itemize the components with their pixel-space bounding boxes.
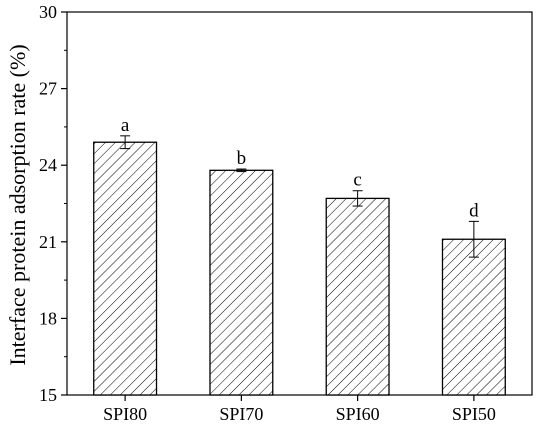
bar-spi60 [325,197,390,396]
x-axis: SPI80 SPI70 SPI60 SPI50 [103,395,496,424]
bar-spi50 [441,238,506,396]
x-tick-label: SPI70 [219,404,263,424]
y-tick-label: 27 [39,79,57,99]
bar-spi80 [93,141,158,396]
y-tick-label: 15 [39,385,57,405]
x-tick-label: SPI50 [452,404,496,424]
y-tick-label: 30 [39,2,57,22]
y-axis-title: Interface protein adsorption rate (%) [5,44,30,365]
y-tick-label: 24 [39,155,57,175]
x-tick-label: SPI80 [103,404,147,424]
significance-label: d [469,200,479,221]
bars-group: a b c d [93,115,506,396]
significance-label: a [121,115,130,136]
y-tick-label: 21 [39,232,57,252]
significance-label: c [353,170,361,191]
x-tick-label: SPI60 [336,404,380,424]
significance-label: b [237,148,247,169]
y-axis: 15 18 21 24 27 30 [39,2,67,405]
bar-spi70 [209,169,274,396]
y-tick-label: 18 [39,308,57,328]
